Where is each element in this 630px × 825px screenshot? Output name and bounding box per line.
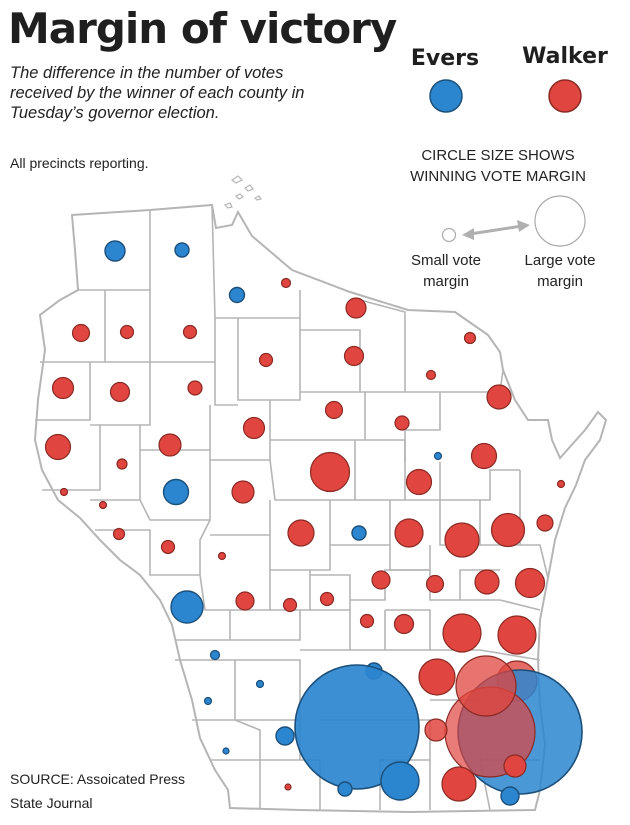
map-title: Margin of victory — [8, 4, 397, 53]
size-legend-large-label: Large vote margin — [524, 252, 596, 290]
county-circle-walker — [287, 519, 315, 547]
county-circle-evers — [162, 478, 190, 506]
county-circle-walker — [345, 297, 367, 319]
county-circle-walker — [98, 500, 108, 510]
county-circle-walker — [258, 352, 274, 368]
county-circle-evers — [170, 590, 204, 624]
county-circle-walker — [324, 400, 344, 420]
county-circle-walker — [343, 345, 365, 367]
state-outline — [33, 203, 608, 814]
county-circle-walker — [556, 479, 566, 489]
county-circle-walker — [217, 551, 227, 561]
size-legend-arrow — [462, 220, 530, 240]
size-legend-small-label: Small vote margin — [410, 252, 482, 290]
county-circle-walker — [486, 384, 512, 410]
legend-walker-label: Walker — [522, 44, 608, 69]
county-circle-evers — [351, 525, 367, 541]
source-credit: SOURCE: Assoicated Press State Journal — [10, 771, 186, 811]
county-circle-evers — [203, 696, 213, 706]
county-circle-walker — [463, 331, 477, 345]
county-circle-walker — [59, 487, 69, 497]
county-circle-walker — [51, 376, 75, 400]
county-circle-evers — [294, 664, 420, 790]
county-circle-evers — [275, 726, 295, 746]
county-circle-evers — [500, 786, 520, 806]
county-circle-walker — [425, 574, 445, 594]
county-circle-walker — [319, 591, 335, 607]
county-circle-evers — [228, 286, 246, 304]
county-circle-walker — [536, 514, 554, 532]
size-legend-heading: CIRCLE SIZE SHOWS WINNING VOTE MARGIN — [410, 147, 586, 185]
county-circle-walker — [503, 754, 527, 778]
legend-evers-label: Evers — [410, 46, 480, 71]
county-circle-walker — [71, 323, 91, 343]
county-circle-evers — [380, 761, 420, 801]
county-borders — [35, 204, 549, 811]
county-circle-walker — [109, 381, 131, 403]
county-circle-walker — [235, 591, 255, 611]
county-circle-walker — [455, 655, 517, 717]
county-circle-walker — [424, 718, 448, 742]
county-circle-evers — [255, 679, 265, 689]
county-circle-walker — [44, 433, 72, 461]
county-circle-walker — [490, 512, 526, 548]
county-circle-walker — [112, 527, 126, 541]
county-circle-evers — [104, 240, 126, 262]
county-circle-walker — [442, 613, 482, 653]
county-margin-circles — [44, 240, 583, 806]
county-circle-evers — [222, 747, 230, 755]
county-circle-walker — [182, 324, 198, 340]
county-circle-walker — [405, 468, 433, 496]
county-circle-walker — [394, 415, 410, 431]
legend-walker-swatch — [548, 79, 582, 113]
county-circle-walker — [474, 569, 500, 595]
map-subtitle: The difference in the number of votes re… — [10, 64, 305, 122]
county-circle-walker — [187, 380, 203, 396]
islands — [223, 175, 262, 209]
county-circle-walker — [418, 658, 456, 696]
county-circle-walker — [497, 615, 537, 655]
size-legend-large-circle — [534, 195, 586, 247]
legend-evers-swatch — [429, 79, 463, 113]
county-circle-walker — [514, 567, 546, 599]
county-circle-walker — [158, 433, 182, 457]
county-circle-walker — [470, 442, 498, 470]
county-circle-walker — [444, 522, 480, 558]
county-circle-evers — [433, 451, 443, 461]
county-circle-evers — [174, 242, 190, 258]
county-circle-evers — [337, 781, 353, 797]
county-circle-walker — [393, 613, 415, 635]
size-legend-small-circle — [441, 227, 457, 243]
reporting-status: All precincts reporting. — [10, 155, 149, 171]
county-circle-walker — [242, 416, 266, 440]
county-circle-walker — [282, 597, 298, 613]
county-circle-walker — [116, 458, 128, 470]
county-circle-walker — [309, 451, 351, 493]
county-circle-walker — [359, 613, 375, 629]
county-circle-walker — [231, 480, 255, 504]
county-circle-walker — [425, 369, 437, 381]
county-circle-walker — [441, 766, 477, 802]
county-circle-walker — [371, 570, 391, 590]
county-circle-walker — [280, 277, 292, 289]
county-circle-evers — [209, 649, 221, 661]
county-circle-walker — [160, 539, 176, 555]
county-circle-walker — [394, 518, 424, 548]
county-circle-walker — [119, 324, 135, 340]
county-circle-walker — [284, 783, 292, 791]
